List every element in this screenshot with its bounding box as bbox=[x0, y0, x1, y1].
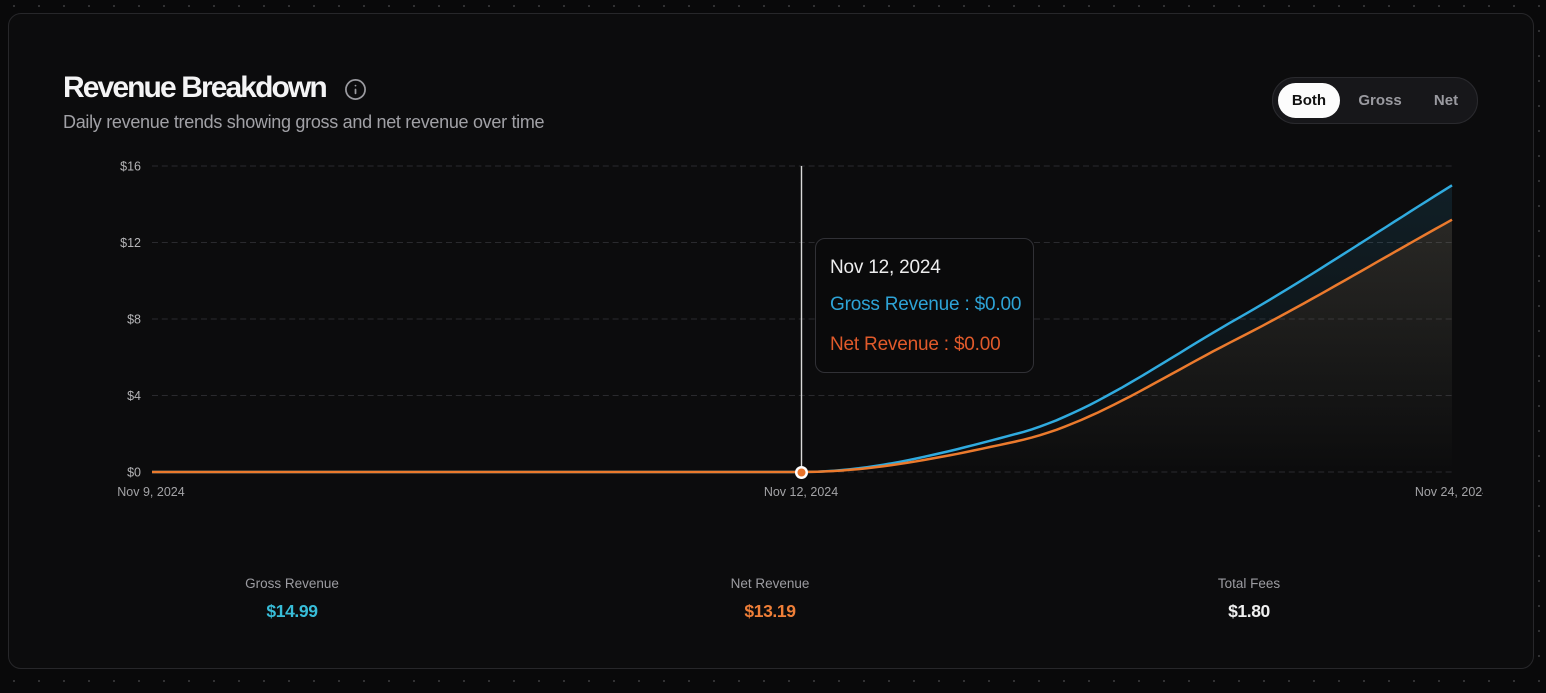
svg-text:$12: $12 bbox=[120, 236, 141, 250]
svg-text:Nov 12, 2024: Nov 12, 2024 bbox=[764, 485, 838, 499]
svg-text:$8: $8 bbox=[127, 313, 141, 327]
svg-text:$16: $16 bbox=[120, 160, 141, 174]
svg-text:$0: $0 bbox=[127, 466, 141, 480]
svg-text:Nov 24, 2024: Nov 24, 2024 bbox=[1415, 485, 1489, 499]
svg-text:$4: $4 bbox=[127, 389, 141, 403]
svg-text:Nov 9, 2024: Nov 9, 2024 bbox=[117, 485, 184, 499]
